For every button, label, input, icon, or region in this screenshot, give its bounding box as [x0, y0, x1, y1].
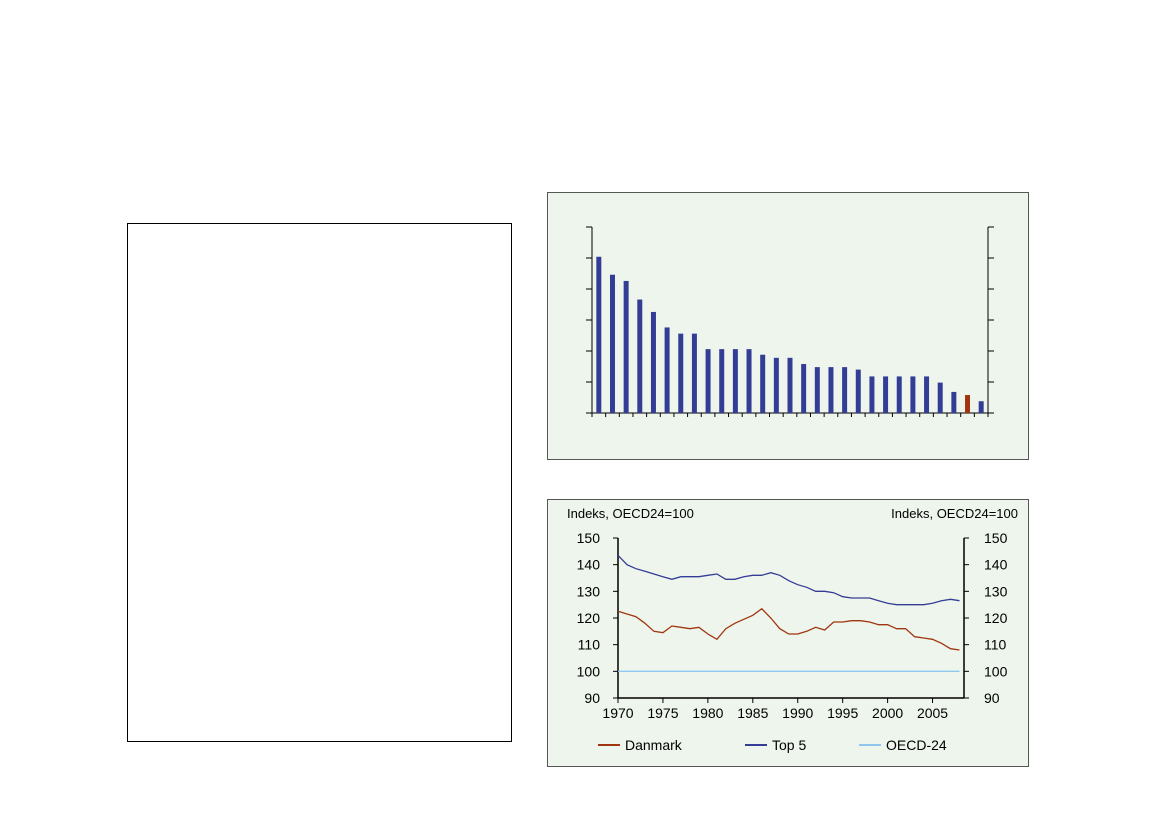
x-tick-label: 1995	[827, 705, 858, 721]
legend-label: Danmark	[625, 737, 683, 753]
y-tick-label: 150	[577, 530, 601, 546]
bar	[719, 349, 725, 413]
line-chart-panel: Indeks, OECD24=100 Indeks, OECD24=100 90…	[547, 499, 1029, 767]
x-tick-label: 1985	[737, 705, 768, 721]
bar	[842, 367, 848, 413]
y-tick-label: 120	[577, 610, 601, 626]
bar	[937, 382, 943, 413]
bar	[746, 349, 752, 413]
bar	[951, 391, 957, 413]
line-chart: Indeks, OECD24=100 Indeks, OECD24=100 90…	[567, 506, 1018, 753]
bar	[705, 349, 711, 413]
bar	[637, 299, 643, 413]
bar-chart-panel	[547, 192, 1029, 460]
bar	[732, 349, 738, 413]
bar	[787, 357, 793, 413]
series-line-danmark	[617, 607, 960, 651]
y-tick-label-right: 150	[984, 530, 1008, 546]
bar	[609, 274, 615, 413]
x-tick-label: 1975	[647, 705, 678, 721]
bar	[664, 327, 670, 413]
bar	[828, 367, 834, 413]
x-tick-label: 2005	[917, 705, 948, 721]
series-line-top-5	[617, 554, 960, 606]
y-tick-label: 90	[584, 690, 600, 706]
x-tick-label: 1990	[782, 705, 813, 721]
y-tick-label-right: 100	[984, 663, 1008, 679]
left-axis-label: Indeks, OECD24=100	[567, 506, 694, 521]
bar	[910, 376, 916, 413]
y-tick-label: 140	[577, 557, 601, 573]
right-axis-label: Indeks, OECD24=100	[891, 506, 1018, 521]
bar	[924, 376, 930, 413]
bar	[760, 354, 766, 413]
y-tick-label: 100	[577, 663, 601, 679]
bar	[691, 333, 697, 413]
legend-label: OECD-24	[886, 737, 947, 753]
legend-label: Top 5	[772, 737, 806, 753]
x-tick-label: 1970	[602, 705, 633, 721]
bar	[773, 357, 779, 413]
text-panel	[127, 223, 512, 742]
y-tick-label-right: 110	[984, 637, 1007, 653]
y-tick-label-right: 90	[984, 690, 1000, 706]
y-tick-label-right: 130	[984, 583, 1008, 599]
bar	[650, 311, 656, 413]
bar	[978, 401, 984, 413]
bar	[801, 364, 807, 413]
bar	[855, 369, 861, 413]
x-tick-label: 1980	[692, 705, 723, 721]
bar	[623, 280, 629, 413]
y-tick-label: 110	[578, 637, 601, 653]
bar	[965, 395, 971, 413]
bar	[678, 333, 684, 413]
y-tick-label-right: 120	[984, 610, 1008, 626]
y-tick-label-right: 140	[984, 557, 1008, 573]
bar	[896, 376, 902, 413]
bar	[883, 376, 889, 413]
x-tick-label: 2000	[872, 705, 903, 721]
bar-chart	[586, 226, 994, 417]
bar	[814, 367, 820, 413]
bar	[596, 256, 602, 413]
y-tick-label: 130	[577, 583, 601, 599]
bar	[869, 376, 875, 413]
